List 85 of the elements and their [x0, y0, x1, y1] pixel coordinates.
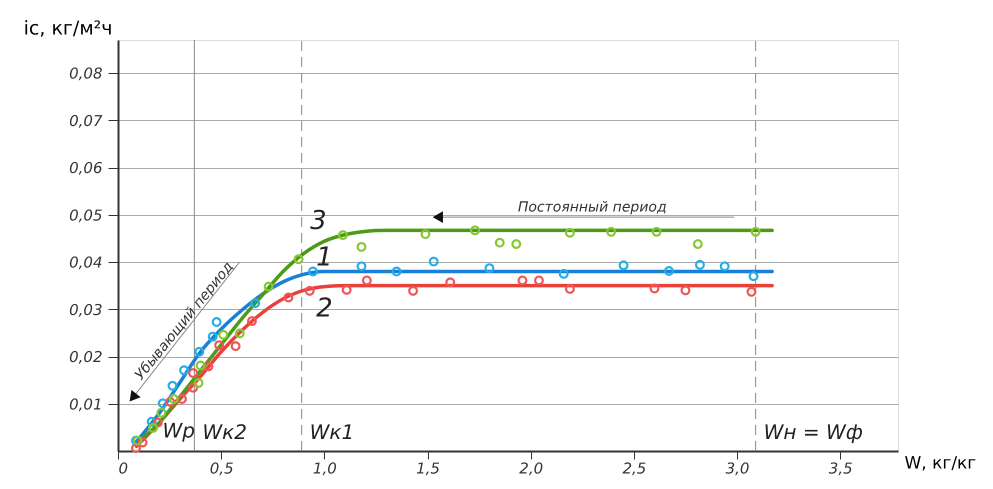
point — [264, 282, 274, 292]
y-tick-label: 0,01 — [69, 395, 102, 414]
x-tick-label: 2,0 — [519, 460, 544, 478]
point — [203, 361, 214, 372]
x-tick-label: 3,5 — [828, 460, 853, 478]
point — [158, 398, 168, 408]
point — [130, 443, 141, 454]
point — [470, 225, 480, 236]
point — [196, 360, 206, 370]
point — [246, 316, 257, 326]
point — [420, 229, 430, 240]
point — [534, 275, 544, 286]
point — [230, 341, 241, 352]
point — [168, 380, 178, 391]
point — [308, 266, 318, 276]
y-tick-label: 0,03 — [69, 300, 102, 319]
point — [652, 226, 662, 237]
ref-line-label: Wн = Wф — [764, 420, 863, 444]
point — [564, 228, 575, 238]
point — [392, 266, 402, 276]
annotation: Постоянный период — [518, 200, 667, 216]
point — [362, 275, 372, 286]
x-axis-title: W, кг/кг — [904, 454, 976, 474]
y-tick-label: 0,08 — [69, 64, 102, 83]
point — [148, 422, 158, 433]
point — [156, 408, 166, 418]
point — [750, 226, 761, 237]
point — [304, 286, 315, 296]
x-tick-label: 1,0 — [312, 460, 337, 478]
series-label: 3 — [310, 206, 327, 236]
x-tick-label: 0,5 — [210, 460, 234, 478]
point — [176, 394, 187, 404]
x-tick-label: 1,5 — [416, 460, 440, 478]
point — [606, 226, 616, 237]
point — [650, 284, 660, 294]
y-tick-label: 0,07 — [69, 112, 103, 130]
point — [338, 230, 348, 240]
point — [165, 396, 176, 407]
x-tick-label: 0 — [118, 460, 128, 478]
point — [517, 275, 528, 286]
point — [283, 292, 294, 302]
point — [618, 260, 629, 270]
x-tick-label: 2,5 — [622, 460, 646, 478]
point — [194, 378, 204, 388]
point — [680, 285, 690, 296]
point — [168, 394, 179, 404]
annotation: Wр — [162, 418, 195, 443]
point — [212, 317, 222, 327]
point — [694, 260, 705, 270]
point — [746, 286, 756, 297]
point — [748, 271, 759, 282]
point — [564, 284, 575, 294]
point — [234, 328, 245, 338]
point — [188, 382, 198, 393]
x-tick-label: 3,0 — [726, 460, 750, 478]
point — [218, 330, 228, 340]
point — [250, 298, 260, 308]
point — [138, 438, 148, 448]
point — [720, 261, 730, 272]
point — [208, 332, 218, 342]
point — [294, 254, 304, 264]
point — [214, 340, 224, 350]
series-label: 2 — [316, 294, 333, 324]
ref-line-label: Wк1 — [310, 420, 354, 444]
y-tick-label: 0,06 — [69, 159, 102, 178]
point — [152, 418, 163, 428]
point — [484, 263, 494, 274]
point — [494, 238, 505, 248]
point — [342, 284, 352, 295]
point — [146, 416, 157, 427]
point — [558, 268, 569, 279]
point — [408, 286, 418, 296]
point — [428, 256, 439, 267]
point — [692, 239, 703, 250]
y-axis-title: iс, кг/м²ч — [24, 18, 112, 40]
y-tick-label: 0,05 — [69, 206, 102, 224]
series-label: 1 — [316, 242, 333, 272]
y-tick-label: 0,04 — [69, 254, 102, 272]
y-tick-label: 0,02 — [69, 348, 102, 366]
ref-line-label: Wк2 — [202, 420, 247, 444]
point — [664, 266, 674, 276]
point — [356, 261, 366, 272]
point — [511, 239, 522, 250]
point — [356, 242, 366, 252]
point — [445, 277, 456, 288]
